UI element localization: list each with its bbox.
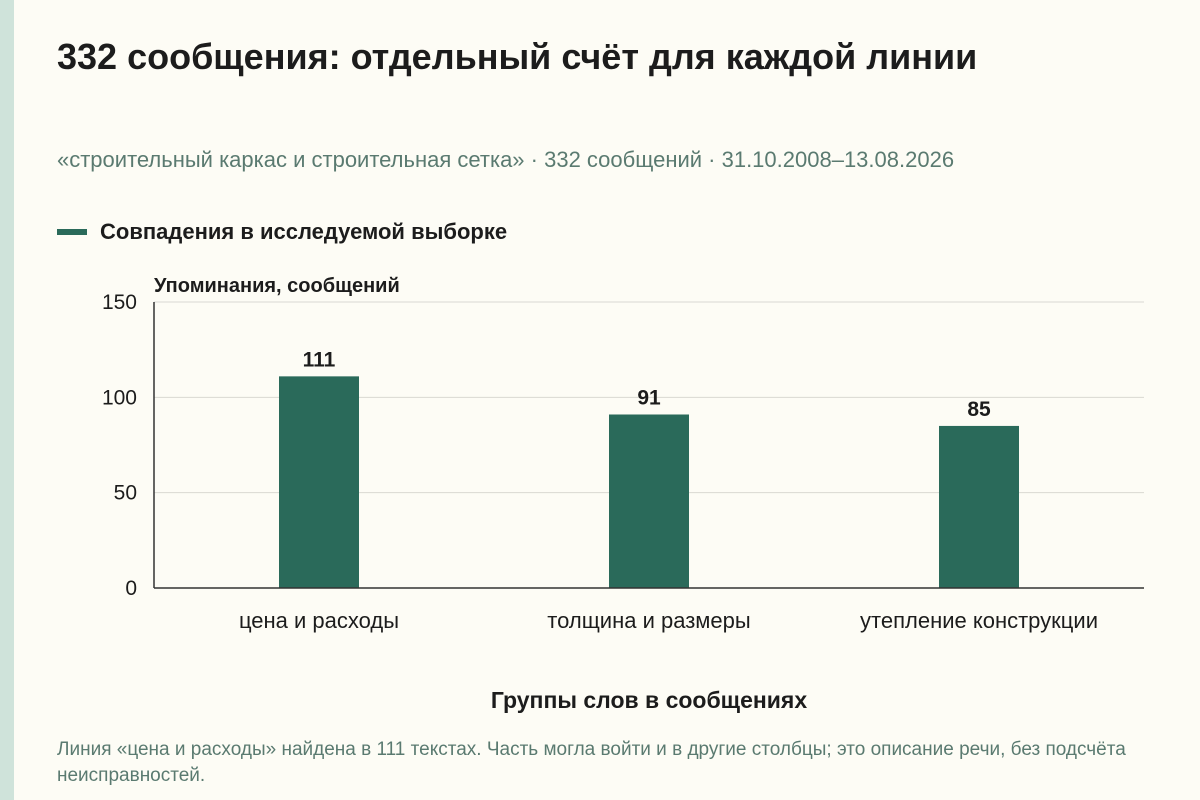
data-label: 91: [637, 386, 661, 409]
chart-subtitle: «строительный каркас и строительная сетк…: [57, 147, 955, 172]
y-axis-title: Упоминания, сообщений: [154, 275, 400, 297]
bar: [609, 414, 689, 588]
bars: [279, 376, 1019, 588]
legend-swatch: [57, 229, 87, 235]
y-tick-labels: 0 50 100 150: [102, 291, 137, 600]
data-label: 111: [303, 348, 336, 371]
y-tick-label: 100: [102, 386, 137, 409]
x-tick-labels: цена и расходы толщина и размеры утепление…: [239, 608, 1098, 633]
data-labels: 111 91 85: [303, 348, 991, 421]
bar: [939, 425, 1019, 588]
y-tick-label: 50: [114, 482, 137, 505]
legend: Совпадения в исследуемой выборке: [57, 219, 507, 245]
x-tick-label: цена и расходы: [239, 608, 399, 633]
data-label: 85: [967, 398, 991, 421]
legend-label: Совпадения в исследуемой выборке: [100, 219, 508, 244]
x-tick-label: утепление конструкции: [860, 608, 1098, 633]
bar: [279, 376, 359, 588]
x-tick-label: толщина и размеры: [547, 608, 750, 633]
y-tick-label: 0: [125, 577, 137, 600]
y-tick-label: 150: [102, 291, 137, 314]
footnote: Линия «цена и расходы» найдена в 111 тек…: [57, 739, 1126, 786]
x-axis-title: Группы слов в сообщениях: [491, 687, 807, 713]
chart-title: 332 сообщения: отдельный счёт для каждой…: [57, 36, 978, 77]
edge-strip: [0, 0, 14, 800]
bar-chart: 0 50 100 150 111 91 85 цена и расходы толщина …: [102, 275, 1144, 713]
